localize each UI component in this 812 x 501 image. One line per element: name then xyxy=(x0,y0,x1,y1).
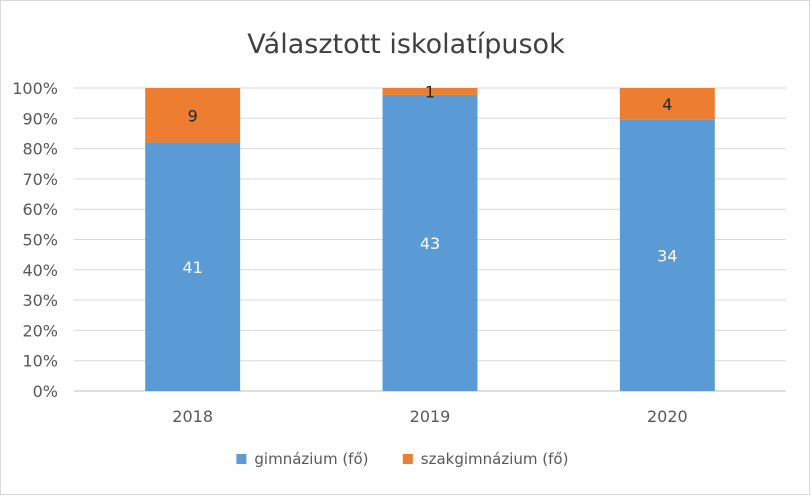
y-tick-label: 50% xyxy=(22,231,58,250)
data-label: 41 xyxy=(182,258,202,277)
y-tick-label: 30% xyxy=(22,291,58,310)
bars xyxy=(145,88,715,392)
legend-label: gimnázium (fő) xyxy=(254,450,368,468)
x-tick-label: 2020 xyxy=(647,407,688,426)
y-tick-label: 80% xyxy=(22,140,58,159)
y-tick-label: 40% xyxy=(22,261,58,280)
data-label: 9 xyxy=(188,106,198,125)
y-tick-label: 70% xyxy=(22,170,58,189)
data-label: 34 xyxy=(657,246,677,265)
x-tick-label: 2019 xyxy=(410,407,451,426)
bar-segment xyxy=(619,88,715,120)
legend-swatch xyxy=(236,454,247,464)
y-axis-ticks: 0% 10% 20% 30% 40% 50% 60% 70% 80% 90% 100% xyxy=(12,79,58,401)
legend-label: szakgimnázium (fő) xyxy=(421,450,569,468)
y-tick-label: 10% xyxy=(22,352,58,371)
bar-segment xyxy=(145,142,241,391)
bar-segment xyxy=(382,88,478,95)
bar-segment xyxy=(145,88,241,143)
data-label: 4 xyxy=(662,95,672,114)
y-tick-label: 0% xyxy=(33,382,58,401)
chart-title: Választott iskolatípusok xyxy=(247,29,565,60)
bar-segment xyxy=(619,119,715,391)
data-label: 1 xyxy=(425,82,435,101)
data-label: 43 xyxy=(420,234,440,253)
legend: gimnázium (fő) szakgimnázium (fő) xyxy=(236,450,568,468)
data-labels: 41 9 43 1 34 4 xyxy=(182,82,677,276)
legend-swatch xyxy=(402,454,413,464)
y-tick-label: 90% xyxy=(22,109,58,128)
x-tick-label: 2018 xyxy=(172,407,213,426)
y-tick-label: 100% xyxy=(12,79,58,98)
x-axis-ticks: 2018 2019 2020 xyxy=(172,407,687,426)
y-tick-label: 60% xyxy=(22,200,58,219)
bar-segment xyxy=(382,94,478,392)
y-tick-label: 20% xyxy=(22,321,58,340)
